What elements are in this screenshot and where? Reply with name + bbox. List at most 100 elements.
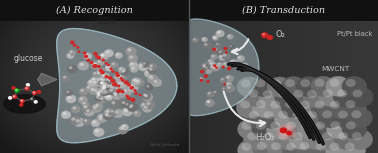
- Circle shape: [152, 78, 162, 87]
- Circle shape: [71, 105, 81, 113]
- Circle shape: [199, 76, 205, 82]
- Circle shape: [116, 53, 119, 56]
- Circle shape: [90, 61, 94, 64]
- Circle shape: [227, 67, 231, 70]
- Circle shape: [97, 72, 100, 74]
- Circle shape: [33, 92, 35, 93]
- Circle shape: [21, 100, 22, 101]
- Circle shape: [102, 89, 110, 95]
- Circle shape: [206, 80, 210, 83]
- Circle shape: [127, 104, 136, 112]
- Circle shape: [207, 100, 210, 103]
- Circle shape: [119, 77, 123, 80]
- Circle shape: [127, 97, 131, 100]
- Circle shape: [69, 66, 73, 69]
- Circle shape: [105, 62, 106, 63]
- Circle shape: [149, 76, 153, 79]
- Circle shape: [115, 88, 123, 95]
- Circle shape: [112, 109, 123, 118]
- Circle shape: [192, 37, 199, 43]
- Circle shape: [267, 140, 292, 153]
- Circle shape: [99, 78, 108, 85]
- Circle shape: [100, 83, 108, 89]
- Circle shape: [204, 43, 208, 46]
- Circle shape: [259, 88, 284, 108]
- Circle shape: [100, 81, 104, 84]
- Circle shape: [222, 52, 231, 60]
- Ellipse shape: [4, 95, 45, 113]
- Circle shape: [212, 65, 220, 72]
- Circle shape: [96, 95, 99, 98]
- Circle shape: [108, 95, 112, 98]
- FancyArrowPatch shape: [232, 39, 248, 54]
- Circle shape: [213, 36, 215, 38]
- Circle shape: [212, 55, 214, 57]
- Circle shape: [130, 86, 132, 88]
- Circle shape: [201, 64, 210, 71]
- Circle shape: [83, 51, 87, 54]
- Circle shape: [125, 103, 129, 105]
- Circle shape: [91, 104, 102, 113]
- Circle shape: [62, 75, 70, 82]
- Circle shape: [252, 97, 277, 118]
- Circle shape: [142, 93, 153, 102]
- Circle shape: [122, 108, 133, 116]
- Circle shape: [280, 127, 292, 136]
- Circle shape: [73, 107, 76, 110]
- Circle shape: [96, 91, 99, 94]
- Circle shape: [225, 75, 234, 82]
- Circle shape: [104, 109, 115, 117]
- Circle shape: [80, 97, 83, 100]
- Circle shape: [231, 60, 234, 63]
- Circle shape: [92, 63, 96, 66]
- Circle shape: [262, 33, 265, 35]
- Circle shape: [130, 62, 134, 65]
- Circle shape: [31, 98, 33, 99]
- Circle shape: [333, 87, 358, 107]
- Circle shape: [274, 130, 299, 150]
- Circle shape: [210, 54, 218, 60]
- Circle shape: [135, 111, 138, 114]
- Circle shape: [119, 76, 122, 79]
- Circle shape: [346, 79, 356, 87]
- Circle shape: [112, 86, 115, 89]
- Circle shape: [125, 95, 129, 97]
- Circle shape: [106, 66, 109, 68]
- Circle shape: [257, 142, 266, 150]
- Text: GOx: GOx: [96, 17, 116, 26]
- Circle shape: [100, 82, 103, 84]
- Circle shape: [124, 80, 129, 84]
- Circle shape: [67, 53, 74, 59]
- Circle shape: [181, 64, 191, 71]
- Circle shape: [270, 101, 280, 108]
- Circle shape: [297, 119, 322, 139]
- Circle shape: [352, 110, 361, 118]
- Circle shape: [101, 74, 105, 77]
- Circle shape: [214, 64, 220, 69]
- Circle shape: [110, 79, 115, 83]
- Circle shape: [312, 140, 337, 153]
- Circle shape: [184, 50, 186, 52]
- Circle shape: [68, 54, 71, 56]
- Circle shape: [118, 80, 127, 88]
- Circle shape: [213, 64, 216, 67]
- Circle shape: [226, 76, 230, 79]
- Circle shape: [99, 86, 108, 94]
- Circle shape: [128, 103, 138, 111]
- Circle shape: [117, 75, 127, 83]
- Circle shape: [78, 96, 88, 104]
- Circle shape: [99, 53, 108, 60]
- Circle shape: [240, 101, 250, 108]
- Circle shape: [109, 79, 120, 88]
- Circle shape: [91, 87, 94, 90]
- Circle shape: [109, 109, 118, 116]
- Circle shape: [237, 140, 262, 153]
- Circle shape: [219, 51, 222, 53]
- Circle shape: [215, 66, 218, 69]
- Circle shape: [91, 80, 100, 87]
- Circle shape: [338, 132, 348, 140]
- Circle shape: [99, 117, 102, 120]
- Circle shape: [127, 83, 138, 92]
- Circle shape: [218, 31, 220, 33]
- Circle shape: [102, 95, 112, 102]
